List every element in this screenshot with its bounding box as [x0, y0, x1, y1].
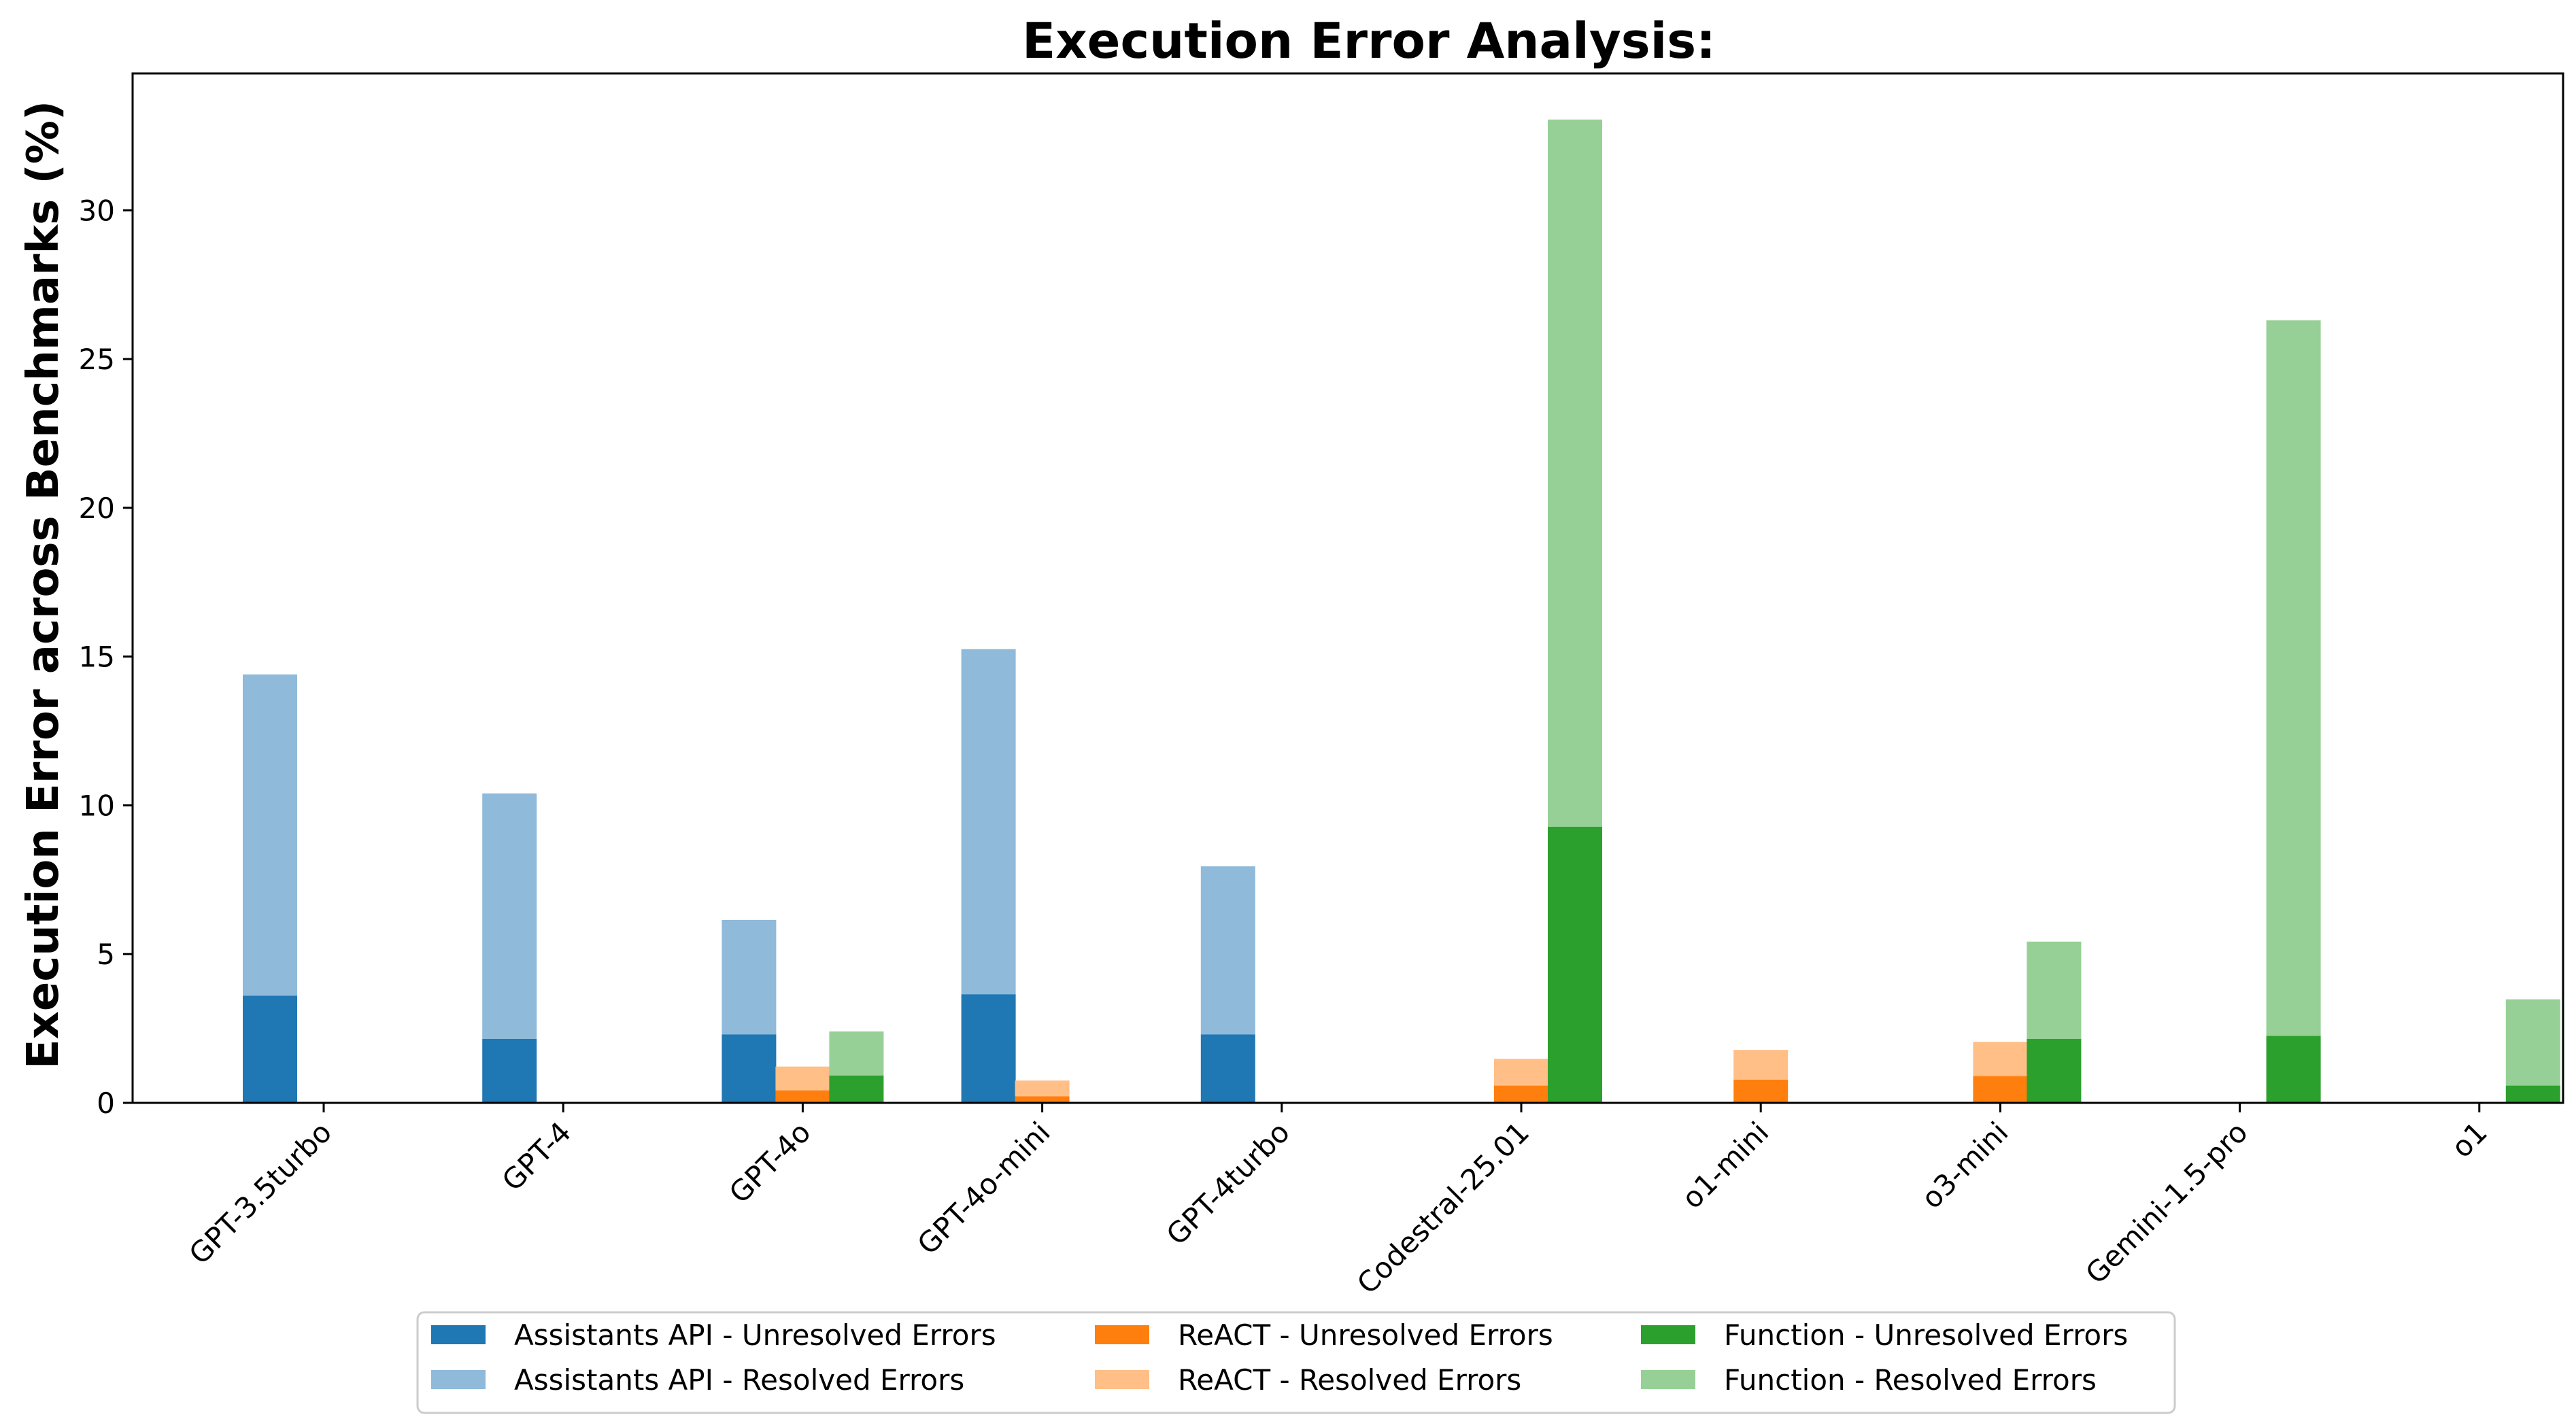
y-tick-label: 10 — [79, 789, 115, 822]
bar-function-resolved-gemini-1-5-pro — [2266, 320, 2321, 1036]
bar-function-unresolved-o3-mini — [2027, 1038, 2082, 1103]
x-axis-ticks: GPT-3.5turbo GPT-4 GPT-4o GPT-4o-mini GPT-4t… — [182, 1103, 2494, 1301]
bar-react-resolved-o3-mini — [1973, 1042, 2028, 1076]
x-tick-label: o1 — [2445, 1115, 2494, 1164]
x-tick-label: GPT-4o-mini — [911, 1115, 1056, 1261]
legend-swatch — [431, 1370, 486, 1389]
legend-swatch — [1641, 1370, 1695, 1389]
legend-swatch — [1095, 1370, 1149, 1389]
legend-swatch — [1641, 1325, 1695, 1344]
bar-function-unresolved-codestral-25-01 — [1548, 826, 1602, 1103]
bar-assistants-api-unresolved-gpt-3-5turbo — [243, 995, 297, 1103]
bar-function-resolved-o3-mini — [2027, 941, 2082, 1039]
bar-assistants-api-resolved-gpt-4o-mini — [961, 649, 1016, 995]
bars-layer — [243, 119, 2560, 1103]
legend-label: Function - Resolved Errors — [1724, 1363, 2097, 1397]
bar-function-unresolved-gpt-4o — [829, 1075, 884, 1103]
bar-assistants-api-unresolved-gpt-4 — [482, 1038, 537, 1103]
bar-assistants-api-resolved-gpt-4turbo — [1200, 866, 1255, 1035]
bar-function-unresolved-gemini-1-5-pro — [2266, 1036, 2321, 1103]
legend-swatch — [431, 1325, 486, 1344]
x-tick-label: o3-mini — [1915, 1115, 2015, 1215]
bar-react-unresolved-o1-mini — [1733, 1079, 1789, 1103]
legend-swatch — [1095, 1325, 1149, 1344]
y-tick-label: 30 — [79, 194, 115, 227]
bar-function-resolved-codestral-25-01 — [1548, 119, 1602, 827]
bar-react-unresolved-o3-mini — [1973, 1076, 2028, 1103]
chart-title: Execution Error Analysis: — [1022, 12, 1716, 69]
y-axis-ticks: 0 5 10 15 20 25 30 — [79, 194, 133, 1120]
bar-assistants-api-resolved-gpt-4o — [722, 919, 777, 1035]
legend-frame — [416, 1311, 2176, 1414]
bar-react-resolved-gpt-4o-mini — [1015, 1080, 1070, 1097]
legend-label: Assistants API - Resolved Errors — [514, 1363, 964, 1397]
bar-react-unresolved-gpt-4o-mini — [1015, 1096, 1070, 1103]
y-tick-label: 25 — [79, 343, 115, 376]
legend-label: ReACT - Unresolved Errors — [1178, 1318, 1553, 1352]
bar-function-resolved-gpt-4o — [829, 1031, 884, 1076]
legend-label: Function - Unresolved Errors — [1724, 1318, 2128, 1352]
y-tick-label: 15 — [79, 641, 115, 674]
x-tick-label: Gemini-1.5-pro — [2079, 1115, 2254, 1290]
bar-assistants-api-resolved-gpt-3-5turbo — [243, 674, 297, 996]
y-tick-label: 20 — [79, 492, 115, 525]
x-tick-label: Codestral-25.01 — [1351, 1115, 1536, 1300]
bar-function-unresolved-o1 — [2505, 1085, 2560, 1103]
legend-label: ReACT - Resolved Errors — [1178, 1363, 1521, 1397]
bar-assistants-api-unresolved-gpt-4o-mini — [961, 994, 1016, 1103]
legend: Assistants API - Unresolved Errors Assist… — [416, 1311, 2176, 1414]
bar-react-resolved-gpt-4o — [775, 1066, 830, 1091]
x-tick-label: GPT-4o — [723, 1115, 817, 1210]
bar-react-resolved-codestral-25-01 — [1494, 1059, 1548, 1086]
bar-assistants-api-unresolved-gpt-4turbo — [1200, 1034, 1255, 1103]
bar-assistants-api-resolved-gpt-4 — [482, 793, 537, 1039]
x-tick-label: GPT-4 — [496, 1115, 578, 1197]
y-tick-label: 5 — [97, 938, 115, 971]
plot-frame — [131, 72, 2564, 1104]
bar-react-unresolved-codestral-25-01 — [1494, 1085, 1548, 1103]
x-tick-label: GPT-3.5turbo — [182, 1115, 338, 1271]
bar-react-resolved-o1-mini — [1733, 1050, 1789, 1080]
y-axis-label: Execution Error across Benchmarks (%) — [18, 101, 69, 1069]
bar-function-resolved-o1 — [2505, 999, 2560, 1086]
x-tick-label: o1-mini — [1676, 1115, 1776, 1215]
x-tick-label: GPT-4turbo — [1160, 1115, 1296, 1251]
bar-assistants-api-unresolved-gpt-4o — [722, 1034, 777, 1103]
y-tick-label: 0 — [97, 1087, 115, 1120]
legend-label: Assistants API - Unresolved Errors — [514, 1318, 996, 1352]
bar-react-unresolved-gpt-4o — [775, 1090, 830, 1103]
